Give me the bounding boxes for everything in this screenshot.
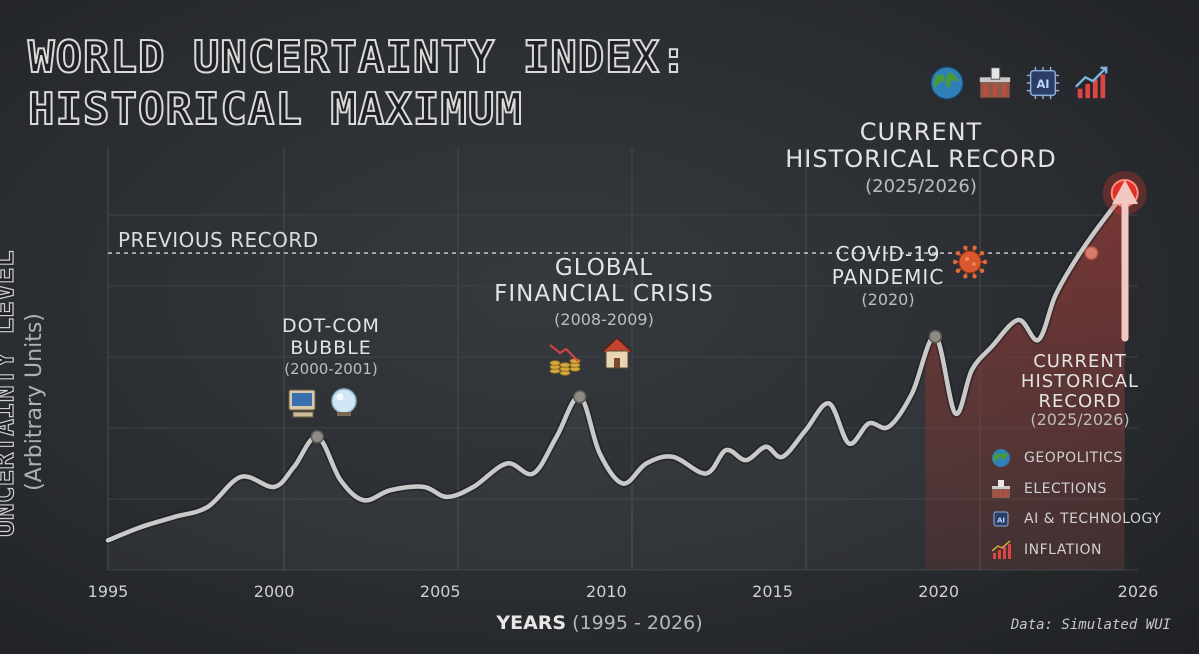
inflation-chart-icon bbox=[1074, 66, 1108, 99]
record-highlight-region bbox=[925, 192, 1125, 570]
x-tick-label: 1995 bbox=[88, 582, 129, 601]
annotation-line: DOT-COM bbox=[282, 315, 380, 337]
annotation-period: (2025/2026) bbox=[1030, 410, 1129, 429]
ai-chip-icon: AI bbox=[1026, 66, 1060, 100]
chart-title-line-2: HISTORICAL MAXIMUM bbox=[27, 84, 523, 135]
globe-icon bbox=[930, 66, 964, 100]
legend-label: ELECTIONS bbox=[1024, 480, 1107, 497]
top-icon-group: AI bbox=[928, 64, 1110, 102]
x-tick-label: 2000 bbox=[254, 582, 295, 601]
x-axis-label-main: YEARS bbox=[496, 612, 567, 634]
x-tick-label: 2005 bbox=[420, 582, 461, 601]
y-axis-sublabel: (Arbitrary Units) bbox=[22, 313, 47, 491]
x-axis-label-range: (1995 - 2026) bbox=[572, 612, 703, 634]
annotation-line: HISTORICAL bbox=[1021, 371, 1139, 392]
record-highlight-area bbox=[925, 192, 1125, 570]
record-arrow-head bbox=[1112, 180, 1138, 204]
svg-text:AI: AI bbox=[997, 517, 1005, 525]
x-tick-label: 2010 bbox=[586, 582, 627, 601]
svg-text:AI: AI bbox=[1036, 77, 1049, 91]
legend-item-elections: ELECTIONS bbox=[990, 474, 1161, 505]
house-icon bbox=[601, 336, 633, 369]
annotation-line: HISTORICAL RECORD bbox=[785, 145, 1056, 173]
inflation-chart-icon bbox=[991, 540, 1011, 559]
previous-record-label: PREVIOUS RECORD bbox=[118, 228, 319, 252]
legend-item-ai-technology: AI AI & TECHNOLOGY bbox=[990, 504, 1161, 535]
peak-marker bbox=[928, 329, 943, 344]
computer-icon bbox=[288, 389, 316, 418]
legend: GEOPOLITICS ELECTIONS AI AI & TECHNOLOGY… bbox=[990, 443, 1161, 565]
source-note: Data: Simulated WUI bbox=[1010, 617, 1171, 633]
falling-coins-icon bbox=[549, 344, 581, 376]
annotation-line: RECORD bbox=[1039, 391, 1122, 412]
annotation-line: CURRENT bbox=[1033, 351, 1127, 372]
x-tick-label: 2020 bbox=[918, 582, 959, 601]
peak-marker bbox=[573, 389, 587, 404]
annotation-line: PANDEMIC bbox=[832, 265, 945, 289]
annotation-line: GLOBAL bbox=[555, 255, 653, 281]
annotation-period: (2025/2026) bbox=[865, 176, 977, 197]
ai-chip-icon: AI bbox=[993, 511, 1009, 527]
annotation-period: (2020) bbox=[861, 290, 914, 309]
annotation-line: BUBBLE bbox=[290, 337, 372, 359]
record-arrow bbox=[1112, 180, 1138, 342]
annotation-line: COVID-19 bbox=[835, 242, 940, 266]
legend-label: GEOPOLITICS bbox=[1024, 450, 1123, 467]
x-axis-label: YEARS (1995 - 2026) bbox=[0, 612, 1199, 634]
peak-marker bbox=[310, 430, 325, 444]
legend-label: AI & TECHNOLOGY bbox=[1024, 511, 1162, 528]
crystal-ball-icon bbox=[331, 388, 357, 416]
y-axis-label-group: UNCERTAINTY LEVEL (Arbitrary Units) bbox=[0, 250, 77, 538]
virus-icon bbox=[952, 245, 988, 279]
legend-label: INFLATION bbox=[1024, 541, 1102, 558]
chart-title-line-1: WORLD UNCERTAINTY INDEX: bbox=[27, 32, 688, 83]
legend-item-geopolitics: GEOPOLITICS bbox=[990, 443, 1161, 474]
x-axis-ticks: 1995 2000 2005 2010 2015 2020 2026 bbox=[88, 582, 1159, 601]
previous-record-marker bbox=[1084, 245, 1099, 261]
annotation-line: FINANCIAL CRISIS bbox=[494, 281, 714, 307]
annotation-line: CURRENT bbox=[860, 118, 982, 146]
elections-icon bbox=[979, 67, 1011, 99]
annotation-icons bbox=[288, 245, 988, 418]
legend-item-inflation: INFLATION bbox=[990, 535, 1161, 566]
annotation-period: (2000-2001) bbox=[284, 360, 377, 378]
elections-icon bbox=[992, 479, 1010, 498]
annotation-period: (2008-2009) bbox=[554, 310, 654, 329]
y-axis-label: UNCERTAINTY LEVEL bbox=[0, 250, 21, 538]
x-tick-label: 2015 bbox=[752, 582, 793, 601]
globe-icon bbox=[992, 449, 1010, 468]
x-tick-label: 2026 bbox=[1118, 582, 1159, 601]
